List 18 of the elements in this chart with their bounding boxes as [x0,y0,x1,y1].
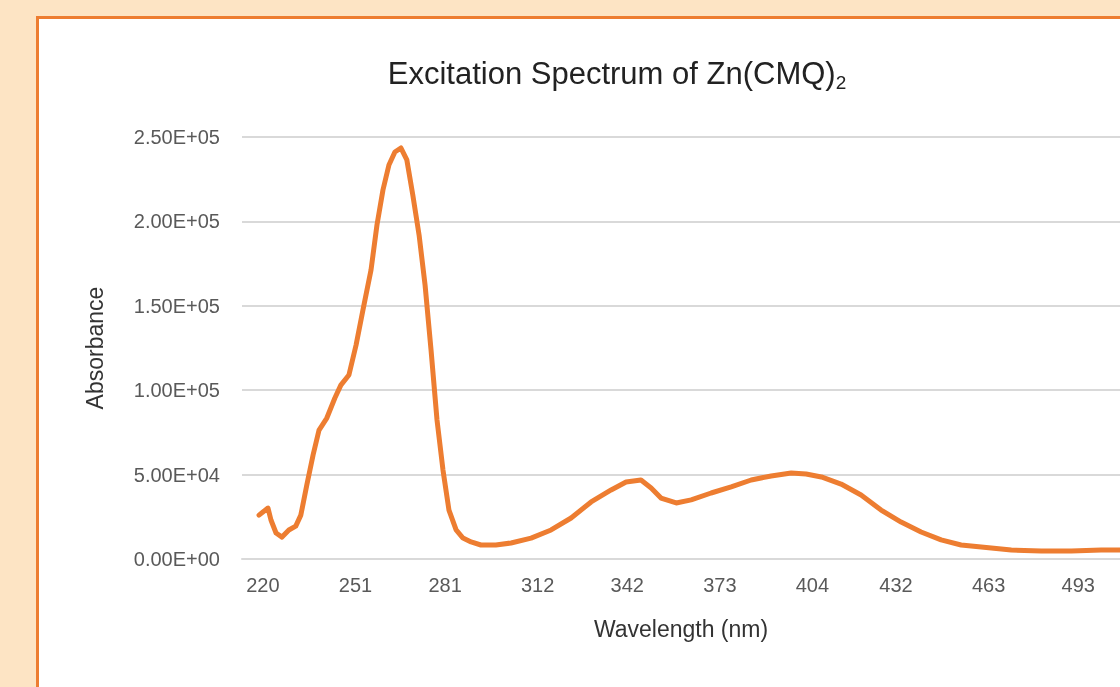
x-tick-label: 404 [795,574,830,596]
x-tick-label: 281 [428,574,462,596]
y-axis-title: Absorbance [81,286,108,410]
x-tick-label: 312 [520,574,555,596]
x-tick-label: 220 [246,574,280,596]
y-tick-label: 1.00E+05 [133,379,220,402]
y-tick-label: 0.00E+00 [133,548,220,570]
y-tick-label: 2.00E+05 [133,210,220,233]
x-tick-label: 251 [338,574,373,596]
x-tick-label: 342 [610,574,644,596]
y-tick-label: 1.50E+05 [133,294,220,317]
y-tick-label: 2.50E+05 [133,126,220,148]
x-tick-label: 463 [971,574,1006,596]
x-axis-title: Wavelength (nm) [593,615,769,642]
x-tick-label: 432 [879,574,913,596]
y-tick-label: 5.00E+04 [133,463,220,486]
x-tick-label: 493 [1061,574,1095,596]
x-tick-label: 373 [703,574,737,596]
